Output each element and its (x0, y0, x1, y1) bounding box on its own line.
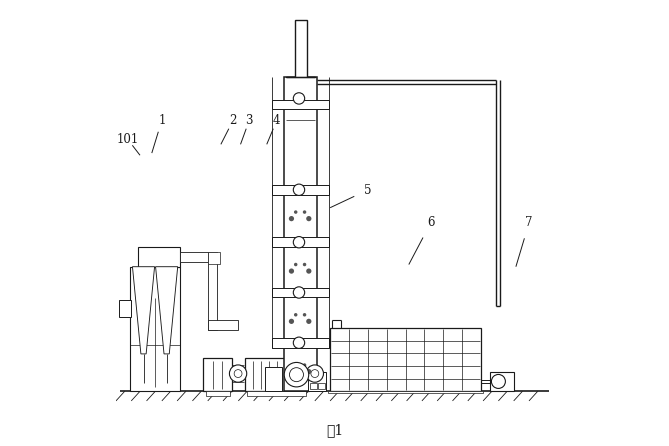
Bar (205, 391, 229, 396)
Bar (272, 100, 329, 109)
Bar (130, 267, 180, 391)
Polygon shape (132, 267, 155, 354)
Bar (330, 328, 481, 391)
Bar (272, 237, 329, 247)
Circle shape (229, 365, 247, 382)
Circle shape (293, 337, 304, 348)
Circle shape (289, 268, 294, 274)
Bar (119, 300, 131, 317)
Bar (284, 77, 317, 391)
Circle shape (492, 375, 505, 388)
Circle shape (306, 365, 324, 382)
Text: 4: 4 (273, 114, 280, 127)
Circle shape (306, 369, 312, 374)
Circle shape (311, 370, 318, 377)
Text: 5: 5 (363, 184, 371, 197)
Bar (264, 367, 282, 391)
Circle shape (294, 211, 298, 214)
Circle shape (290, 368, 304, 382)
Bar (138, 247, 180, 267)
Bar (328, 391, 483, 393)
Circle shape (289, 319, 294, 324)
Bar (203, 359, 231, 391)
Bar (208, 252, 219, 264)
Circle shape (293, 93, 304, 104)
Bar (272, 288, 329, 297)
Circle shape (293, 287, 304, 298)
Circle shape (294, 363, 298, 367)
Bar (308, 372, 326, 391)
Circle shape (289, 216, 294, 221)
Text: 7: 7 (525, 216, 533, 230)
Bar (490, 372, 514, 391)
Circle shape (303, 211, 306, 214)
Bar (180, 252, 208, 262)
Text: 101: 101 (117, 133, 139, 146)
Circle shape (284, 363, 308, 387)
Bar (245, 359, 308, 391)
Circle shape (303, 363, 306, 367)
Circle shape (234, 370, 242, 377)
Circle shape (293, 184, 304, 195)
Bar (208, 321, 238, 330)
Circle shape (306, 319, 312, 324)
Bar (294, 20, 307, 77)
Text: 6: 6 (427, 216, 434, 230)
Text: 2: 2 (229, 114, 237, 127)
Bar (272, 185, 329, 194)
Bar (310, 383, 316, 389)
Text: 1: 1 (158, 114, 165, 127)
Bar (272, 338, 329, 347)
Text: 图1: 图1 (326, 424, 343, 438)
Bar (297, 240, 300, 244)
Circle shape (294, 263, 298, 266)
Bar (297, 188, 300, 191)
Circle shape (294, 313, 298, 317)
Bar (297, 341, 300, 344)
Circle shape (303, 313, 306, 317)
Text: 3: 3 (246, 114, 253, 127)
Bar (318, 383, 325, 389)
Circle shape (293, 236, 304, 248)
Bar (208, 252, 217, 330)
Bar (248, 391, 306, 396)
Circle shape (289, 369, 294, 374)
Circle shape (306, 268, 312, 274)
Polygon shape (156, 267, 178, 354)
Circle shape (306, 216, 312, 221)
Circle shape (303, 263, 306, 266)
Bar (297, 291, 300, 294)
